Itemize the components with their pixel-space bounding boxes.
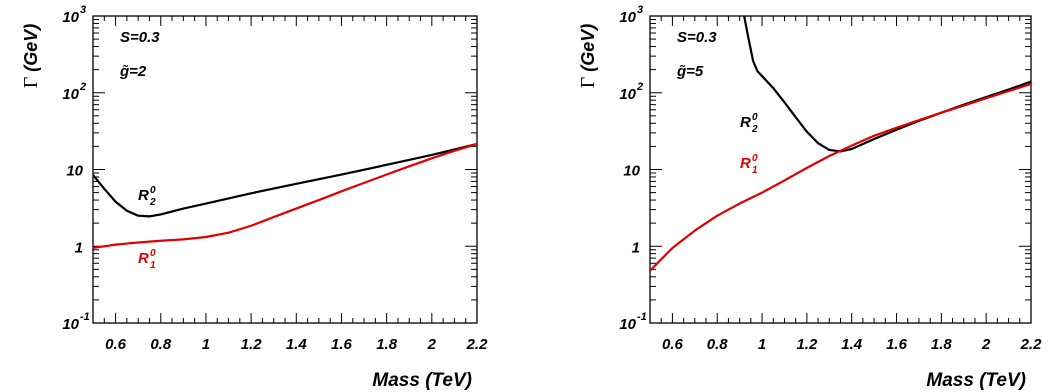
plot-frame xyxy=(92,15,478,324)
series-label: R 02 xyxy=(740,112,758,135)
x-axis-label: Mass (TeV) xyxy=(372,370,472,391)
svg-text:10: 10 xyxy=(66,163,83,180)
x-tick-label: 1 xyxy=(202,336,210,353)
x-tick-label: 1.4 xyxy=(841,336,863,353)
y-tick-label: 1 xyxy=(75,239,83,256)
svg-text:0: 0 xyxy=(752,153,758,164)
chart-annotation: S=0.3 xyxy=(677,29,717,46)
x-tick-label: 0.6 xyxy=(105,336,127,353)
x-tick-label: 2.2 xyxy=(1020,336,1043,353)
svg-text:0: 0 xyxy=(150,185,156,196)
plot-frame xyxy=(649,15,1032,324)
svg-text:2: 2 xyxy=(636,81,643,93)
x-tick-label: 2 xyxy=(981,336,991,353)
x-tick-label: 0.6 xyxy=(662,336,684,353)
svg-text:R: R xyxy=(740,155,751,172)
y-tick-label: 10 -1 xyxy=(62,311,89,333)
y-tick-label: 1 xyxy=(632,239,640,256)
x-tick-label: 1.6 xyxy=(331,336,353,353)
y-tick-label: 10 3 xyxy=(619,4,643,26)
svg-text:10: 10 xyxy=(619,316,636,333)
svg-text:1: 1 xyxy=(75,239,83,256)
y-tick-label: 10 -1 xyxy=(619,311,646,333)
series-label: R 02 xyxy=(138,185,156,208)
y-tick-label: 10 2 xyxy=(62,81,86,103)
svg-text:10: 10 xyxy=(62,86,79,103)
y-axis-label: Γ (GeV) xyxy=(577,24,599,89)
chart-annotation: S=0.3 xyxy=(120,29,160,46)
svg-text:0: 0 xyxy=(752,112,758,123)
svg-text:-1: -1 xyxy=(637,311,647,323)
series-line-r2 xyxy=(93,142,477,218)
x-tick-label: 1.2 xyxy=(796,336,818,353)
x-tick-label: 1.4 xyxy=(286,336,308,353)
x-tick-label: 2 xyxy=(427,336,437,353)
chart-annotation: g̃=5 xyxy=(676,63,704,80)
series-label: R 01 xyxy=(740,153,758,176)
series-line-r1 xyxy=(650,82,1031,272)
x-tick-label: 1 xyxy=(758,336,766,353)
x-tick-label: 1.8 xyxy=(931,336,953,353)
y-axis-label: Γ (GeV) xyxy=(20,24,42,89)
svg-text:10: 10 xyxy=(62,9,79,26)
x-tick-label: 2.2 xyxy=(466,336,489,353)
svg-text:1: 1 xyxy=(632,239,640,256)
svg-text:10: 10 xyxy=(619,9,636,26)
series-line-r1 xyxy=(93,142,477,250)
svg-text:10: 10 xyxy=(62,316,79,333)
svg-text:2: 2 xyxy=(79,81,86,93)
y-tick-label: 10 xyxy=(66,163,83,180)
svg-text:2: 2 xyxy=(751,124,758,135)
y-tick-label: 10 xyxy=(623,163,640,180)
y-tick-label: 10 2 xyxy=(619,81,643,103)
x-tick-label: 1.6 xyxy=(886,336,908,353)
svg-text:2: 2 xyxy=(149,197,156,208)
svg-text:3: 3 xyxy=(80,4,86,16)
x-tick-label: 0.8 xyxy=(707,336,729,353)
svg-text:10: 10 xyxy=(619,86,636,103)
y-tick-label: 10 3 xyxy=(62,4,86,26)
svg-text:R: R xyxy=(138,187,149,204)
svg-text:10: 10 xyxy=(623,163,640,180)
x-tick-label: 0.8 xyxy=(150,336,172,353)
svg-text:R: R xyxy=(138,250,149,267)
x-tick-label: 1.8 xyxy=(376,336,398,353)
chart-annotation: g̃=2 xyxy=(119,63,147,80)
svg-text:1: 1 xyxy=(150,260,156,271)
series-label: R 01 xyxy=(138,248,156,271)
svg-text:-1: -1 xyxy=(80,311,90,323)
x-tick-label: 1.2 xyxy=(241,336,263,353)
svg-text:R: R xyxy=(740,114,751,131)
svg-text:1: 1 xyxy=(752,165,758,176)
x-axis-label: Mass (TeV) xyxy=(926,370,1026,391)
svg-text:3: 3 xyxy=(637,4,643,16)
svg-text:0: 0 xyxy=(150,248,156,259)
